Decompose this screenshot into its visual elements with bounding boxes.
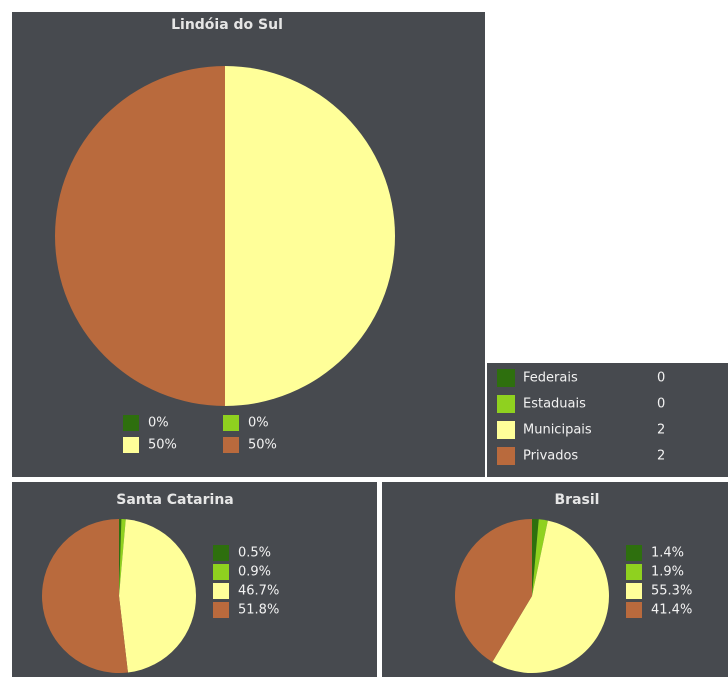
value-label: 50%	[248, 438, 277, 453]
legend-count: 0	[657, 397, 665, 412]
legend-count: 0	[657, 371, 665, 386]
value-label: 46.7%	[238, 584, 279, 599]
pie-slice	[119, 519, 126, 596]
value-label: 41.4%	[651, 603, 692, 618]
pie-slice	[455, 519, 532, 663]
pie-slice	[532, 519, 548, 596]
legend-name: Estaduais	[523, 397, 586, 412]
value-label: 0.5%	[238, 546, 271, 561]
legend-swatch	[497, 447, 515, 465]
legend-name: Privados	[523, 449, 578, 464]
legend-panel	[487, 363, 728, 477]
value-label: 1.4%	[651, 546, 684, 561]
value-label: 0%	[248, 416, 269, 431]
legend-swatch	[123, 437, 139, 453]
legend-name: Municipais	[523, 423, 592, 438]
value-label: 55.3%	[651, 584, 692, 599]
value-label: 50%	[148, 438, 177, 453]
pie-slice	[55, 66, 225, 406]
pie-slice	[492, 520, 610, 674]
legend-count: 2	[657, 423, 665, 438]
pie-slice	[119, 519, 122, 596]
legend-swatch	[223, 437, 239, 453]
legend-name: Federais	[523, 371, 578, 386]
value-label: 0%	[148, 416, 169, 431]
legend-swatch	[123, 415, 139, 431]
legend-swatch	[213, 545, 229, 561]
legend-swatch	[626, 564, 642, 580]
legend-swatch	[213, 583, 229, 599]
legend-swatch	[626, 583, 642, 599]
pie-slice	[119, 519, 197, 673]
legend-swatch	[626, 602, 642, 618]
chart-title: Santa Catarina	[116, 492, 234, 508]
legend-swatch	[626, 545, 642, 561]
legend-swatch	[497, 369, 515, 387]
pie-slice	[42, 519, 128, 673]
legend-swatch	[213, 602, 229, 618]
chart-title: Lindóia do Sul	[171, 17, 283, 33]
legend-swatch	[497, 395, 515, 413]
value-label: 0.9%	[238, 565, 271, 580]
pie-slice	[225, 66, 395, 406]
legend-swatch	[223, 415, 239, 431]
legend-swatch	[213, 564, 229, 580]
value-label: 51.8%	[238, 603, 279, 618]
value-label: 1.9%	[651, 565, 684, 580]
legend-swatch	[497, 421, 515, 439]
chart-title: Brasil	[555, 492, 600, 508]
legend-count: 2	[657, 449, 665, 464]
pie-slice	[532, 519, 539, 596]
